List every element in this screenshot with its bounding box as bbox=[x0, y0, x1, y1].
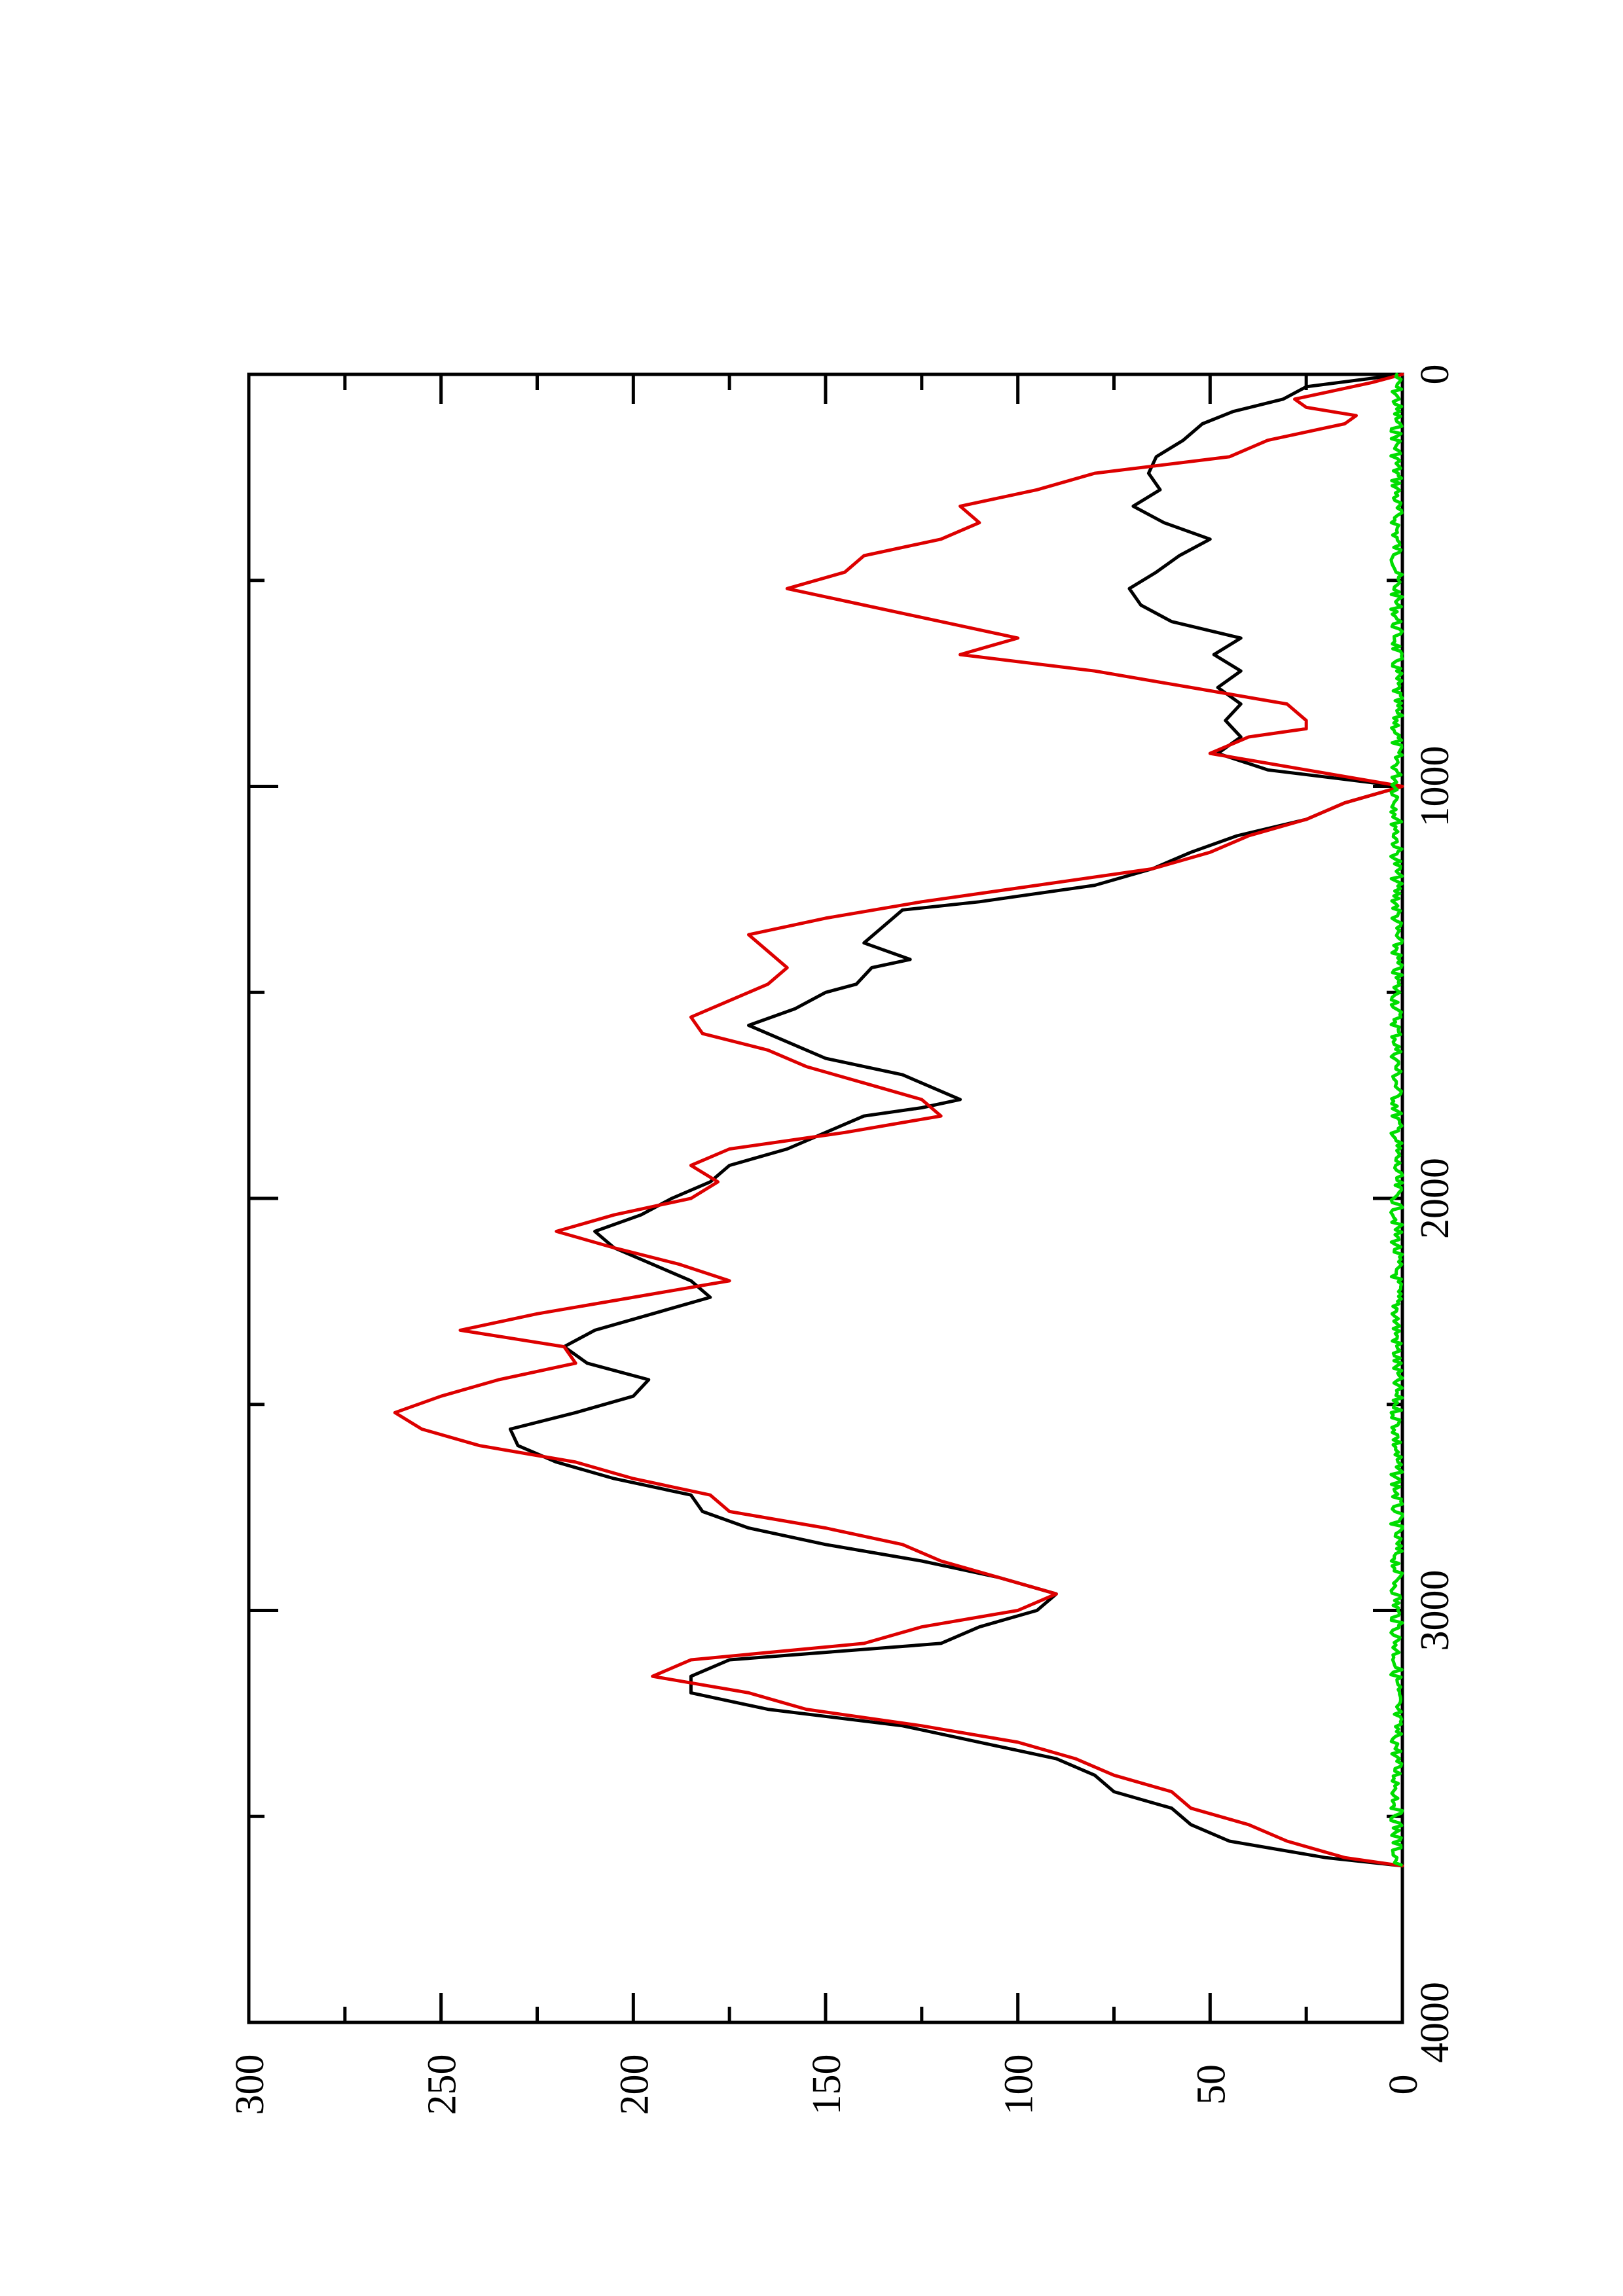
y-tick-label: 50 bbox=[1189, 2064, 1233, 2105]
x-tick-label: 0 bbox=[1413, 365, 1457, 385]
x-tick-label: 4000 bbox=[1413, 1982, 1457, 2063]
axis-ticks bbox=[247, 372, 1404, 2024]
x-tick-label: 2000 bbox=[1413, 1158, 1457, 1239]
y-tick-label: 100 bbox=[997, 2054, 1042, 2115]
y-tick-label: 300 bbox=[228, 2054, 272, 2115]
series-layer bbox=[393, 372, 1404, 1868]
series-line-1 bbox=[508, 372, 1404, 1868]
y-tick-label: 0 bbox=[1381, 2075, 1426, 2095]
y-tick-label: 250 bbox=[420, 2054, 465, 2115]
series-line-3 bbox=[1389, 372, 1404, 1867]
series-line-2 bbox=[393, 372, 1404, 1868]
y-tick-label: 150 bbox=[805, 2054, 849, 2115]
axis-tick-labels: 0 1000 2000 3000 4000 0 50 100 150 200 250 300 bbox=[228, 365, 1457, 2115]
x-tick-label: 1000 bbox=[1413, 746, 1457, 827]
y-tick-label: 200 bbox=[612, 2054, 657, 2115]
x-tick-label: 3000 bbox=[1413, 1570, 1457, 1651]
